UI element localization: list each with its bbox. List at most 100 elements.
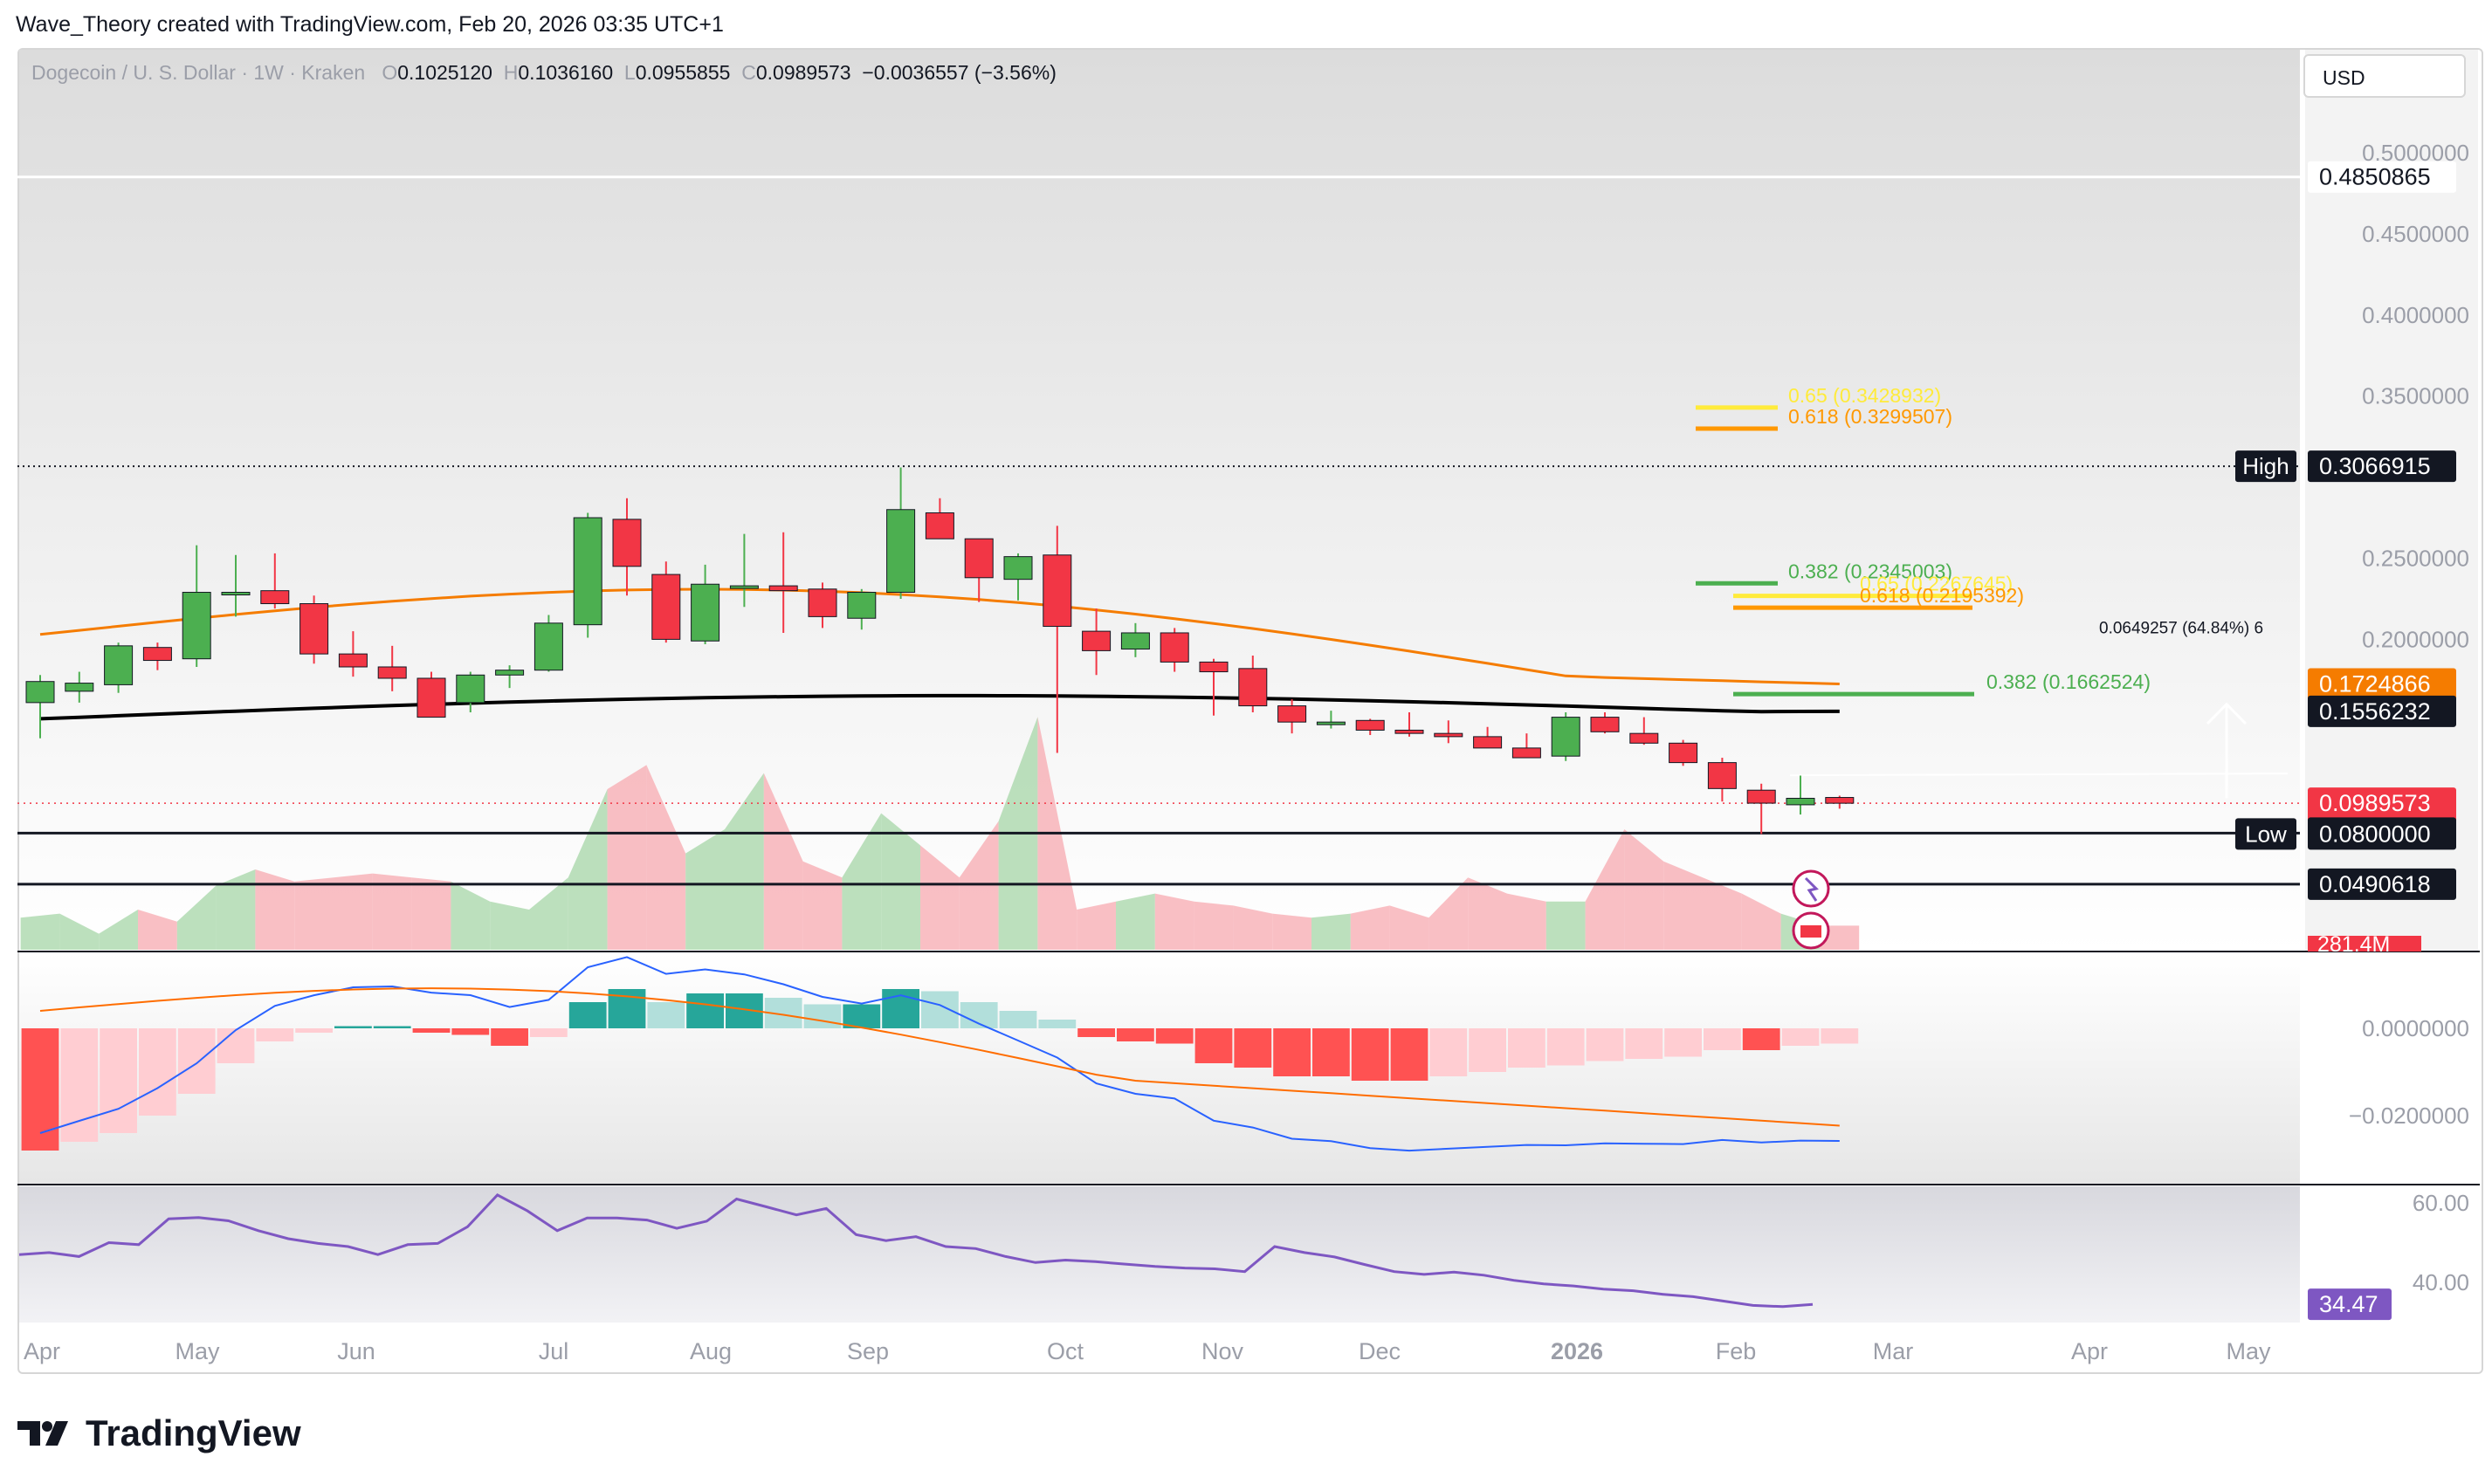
fib-label: 0.382 (0.2345003) xyxy=(1788,560,1952,582)
rsi-label-box xyxy=(2308,1288,2392,1321)
candle-body xyxy=(377,666,407,679)
rsi-axis-tick: 40.00 xyxy=(2413,1269,2469,1295)
macd-histogram-bar xyxy=(1586,1028,1624,1061)
candle-body xyxy=(25,681,55,704)
signal-line xyxy=(39,987,1840,1127)
rsi-axis-tick: 60.00 xyxy=(2413,1190,2469,1216)
volume-label-box xyxy=(2308,936,2421,952)
candle-body xyxy=(299,603,329,655)
price-label-box xyxy=(2308,818,2456,850)
candle-body xyxy=(808,588,837,617)
candle-body xyxy=(1120,632,1150,650)
price-label-box xyxy=(2308,450,2456,483)
macd-histogram-bar xyxy=(373,1026,411,1028)
candle-body xyxy=(416,677,446,718)
price-axis-tick: 0.2000000 xyxy=(2362,626,2469,652)
price-tag-box xyxy=(2235,818,2296,850)
macd-histogram-bar xyxy=(1704,1028,1741,1050)
candle-body xyxy=(1043,554,1072,628)
macd-histogram-bar xyxy=(1312,1028,1350,1076)
time-axis-tick: Apr xyxy=(24,1338,60,1364)
candle-body xyxy=(1355,719,1385,731)
lightning-icon xyxy=(1804,876,1819,902)
currency-button[interactable]: USD xyxy=(2303,54,2466,98)
macd-histogram-bar xyxy=(803,1004,842,1028)
volume-area xyxy=(294,877,334,950)
macd-histogram-bar xyxy=(451,1028,490,1035)
volume-area xyxy=(568,789,608,950)
candle-body xyxy=(1199,661,1229,673)
macd-histogram-bar xyxy=(1546,1028,1585,1066)
price-label: 0.0490618 xyxy=(2319,871,2431,897)
price-label: 0.0989573 xyxy=(2319,790,2431,816)
price-tag: High xyxy=(2242,453,2289,479)
macd-pane-bg xyxy=(19,953,2300,1185)
flag-icon xyxy=(1800,925,1821,938)
candle-body xyxy=(1003,556,1033,581)
price-tag: Low xyxy=(2245,821,2287,847)
legend-l-label: L xyxy=(623,61,636,84)
volume-area xyxy=(881,813,920,950)
volume-area xyxy=(725,773,764,950)
candle-body xyxy=(964,538,994,579)
candle-body xyxy=(1629,732,1659,744)
candle-body xyxy=(260,590,290,605)
fib-label: 0.382 (0.1662524) xyxy=(1986,670,2151,693)
macd-histogram-bar xyxy=(491,1028,528,1046)
candle-body xyxy=(1316,721,1346,725)
volume-area xyxy=(216,869,256,950)
tradingview-footer[interactable]: TradingView xyxy=(17,1412,301,1454)
price-label-box xyxy=(2308,868,2456,900)
chart-header: Wave_Theory created with TradingView.com… xyxy=(16,12,724,37)
macd-histogram-bar xyxy=(1625,1028,1663,1059)
price-label: 0.0800000 xyxy=(2319,821,2431,847)
macd-histogram-bar xyxy=(1234,1028,1272,1068)
volume-area xyxy=(1154,893,1194,950)
price-label-box xyxy=(2308,161,2456,193)
ema-black-line xyxy=(39,693,1840,721)
candle-body xyxy=(1434,732,1463,738)
candle-body xyxy=(456,674,485,704)
legend-high: 0.1036160 xyxy=(518,61,614,84)
macd-histogram-bar xyxy=(100,1028,137,1133)
legend-low: 0.0955855 xyxy=(635,61,731,84)
price-tag-box xyxy=(2235,450,2296,483)
legend-o-label: O xyxy=(382,61,398,84)
volume-area xyxy=(490,901,529,950)
time-axis-tick: Jul xyxy=(539,1338,569,1364)
macd-histogram-bar xyxy=(530,1028,568,1037)
macd-histogram-bar xyxy=(412,1028,451,1033)
volume-area xyxy=(334,873,373,950)
time-axis-tick: Dec xyxy=(1359,1338,1401,1364)
candle-body xyxy=(1669,742,1698,764)
tradingview-brand: TradingView xyxy=(86,1412,301,1453)
price-pane-bg xyxy=(19,50,2300,952)
candle-body xyxy=(104,645,134,685)
price-label-box xyxy=(2308,668,2456,700)
price-label-box xyxy=(2308,695,2456,727)
time-axis-tick: Aug xyxy=(690,1338,732,1364)
volume-area xyxy=(1194,901,1234,950)
macd-histogram-bar xyxy=(1469,1028,1506,1072)
rsi-label: 34.47 xyxy=(2319,1291,2378,1317)
price-label: 0.3066915 xyxy=(2319,453,2431,479)
volume-area xyxy=(451,881,491,950)
volume-area xyxy=(1507,893,1546,950)
candle-body xyxy=(1473,736,1503,749)
measure-label: 0.0649257 (64.84%) 6 xyxy=(2099,620,2263,638)
candle-body xyxy=(1551,717,1580,757)
volume-area xyxy=(1741,893,1781,950)
macd-histogram-bar xyxy=(177,1028,216,1094)
legend-close: 0.0989573 xyxy=(755,61,851,84)
volume-area xyxy=(763,773,803,950)
macd-histogram-bar xyxy=(568,1002,607,1028)
time-axis-tick: May xyxy=(175,1338,220,1364)
price-axis-tick: 0.4000000 xyxy=(2362,302,2469,328)
fib-label: 0.618 (0.2195392) xyxy=(1860,584,2024,607)
time-axis-tick: Mar xyxy=(1873,1338,1914,1364)
legend-h-label: H xyxy=(503,61,519,84)
candle-body xyxy=(729,585,759,589)
price-label: 0.1556232 xyxy=(2319,698,2431,725)
candle-body xyxy=(142,647,172,662)
